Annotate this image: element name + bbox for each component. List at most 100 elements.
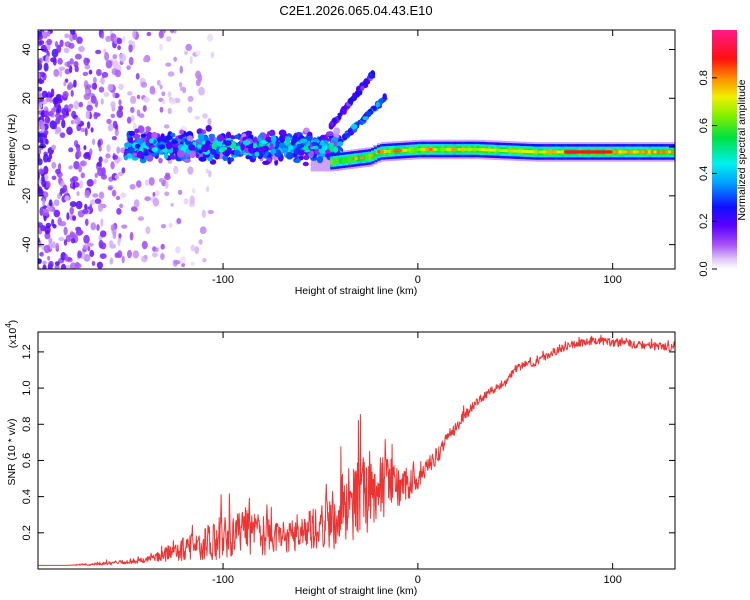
spectrogram-cell [224,140,232,147]
spectrogram-cell [134,128,140,134]
spectrogram-cell [350,156,355,163]
spectrogram-cell [84,151,91,158]
spectrogram-cell [539,150,543,154]
spectrogram-cell [116,109,124,118]
spectrogram-cell [119,203,124,209]
spectrogram-y-tick-label: 20 [21,92,33,104]
spectrogram-cell [90,222,97,231]
spectrogram-cell [136,150,144,159]
spectrogram-cell [42,198,46,207]
spectrogram-cell [365,154,369,161]
spectrogram-cell [261,132,266,141]
spectrogram-cell [107,83,114,92]
spectrogram-cell [207,33,213,42]
spectrogram-cell [38,186,43,194]
spectrogram-cell [114,174,120,180]
spectrogram-cell [112,154,118,160]
spectrogram-cell [107,186,113,191]
spectrogram-cell [656,150,660,154]
spectrogram-cell [148,177,155,186]
spectrogram-cell [152,192,156,197]
spectrogram-cell [155,247,159,253]
spectrogram-cell [45,97,53,103]
spectrogram-cell [71,110,77,119]
spectrogram-cell [110,113,116,118]
spectrogram-cell [100,98,104,105]
spectrogram-cell [131,152,138,157]
spectrogram-cell [187,95,194,102]
spectrogram-cell [58,163,62,171]
spectrogram-cell [38,258,42,265]
spectrogram-ylabel: Frequency (Hz) [6,114,18,186]
spectrogram-cell [333,158,337,165]
spectrogram-cell [186,135,194,142]
spectrogram-cell [86,84,92,89]
spectrogram-cell [54,264,60,269]
spectrogram-cell [347,97,354,105]
spectrogram-cell [164,152,169,160]
spectrogram-cell [365,111,372,117]
spectrogram-cell [270,149,277,155]
spectrogram-cell [332,146,339,153]
colorbar-tick-label: 0.0 [698,261,710,276]
spectrogram-cell [80,172,86,179]
spectrogram-cell [179,256,186,264]
chart-title: C2E1.2026.065.04.43.E10 [279,3,432,18]
spectrogram-cell [54,261,60,266]
spectrogram-y-tick-label: 40 [21,43,33,55]
spectrogram-cell [112,54,118,60]
spectrogram-cell [258,146,265,152]
spectrogram-cell [57,57,63,65]
spectrogram-cell [152,197,160,207]
spectrogram-cell [196,128,204,135]
spectrogram-cell [299,138,308,143]
spectrogram-cell [165,141,173,150]
spectrogram-cell [627,150,631,154]
spectrogram-cell [170,202,174,207]
spectrogram-cell [110,161,115,170]
spectrogram-cell [65,111,69,116]
spectrogram-cell [653,150,657,154]
spectrogram-cell [636,150,640,154]
spectrogram-cell [208,170,212,178]
spectrogram-cell [159,43,163,51]
spectrogram-cell [129,184,136,190]
spectrogram-y-tick-label: -40 [21,237,33,253]
spectrogram-cell [173,165,179,175]
spectrogram-cell [70,30,76,35]
spectrogram-cell [38,153,41,159]
spectrogram-cell [73,100,80,110]
spectrogram-cell [322,151,327,172]
spectrogram-cell [437,148,441,151]
spectrogram-cell [66,84,72,91]
spectrogram-cell [554,150,558,154]
spectrogram-cell [117,171,124,176]
spectrogram-cell [242,140,251,146]
spectrogram-cell [330,158,334,165]
spectrogram-cell [117,238,121,247]
spectrogram-cell [41,109,46,118]
spectrogram-cell [443,148,447,151]
spectrogram-cell [144,179,149,187]
spectrogram-cell [38,59,42,65]
spectrogram-cell [164,191,170,197]
spectrogram-cell [143,56,148,63]
snr-x-tick-label: 100 [603,574,621,586]
spectrogram-cell [527,150,532,154]
spectrogram-cell [446,148,450,151]
spectrogram-cell [156,79,161,86]
spectrogram-cell [270,135,277,143]
spectrogram-cell [38,119,45,128]
spectrogram-cell [93,178,97,185]
spectrogram-cell [151,147,159,153]
spectrogram-cell [254,151,260,157]
spectrogram-cell [116,37,123,45]
spectrogram-cell [89,199,96,205]
spectrogram-cell [91,82,98,90]
spectrogram-cell [38,158,43,166]
spectrogram-cell [146,154,154,162]
spectrogram-cell [83,254,91,262]
spectrogram-cell [70,120,75,125]
spectrogram-cell [163,124,170,129]
spectrogram-cell [104,51,110,61]
